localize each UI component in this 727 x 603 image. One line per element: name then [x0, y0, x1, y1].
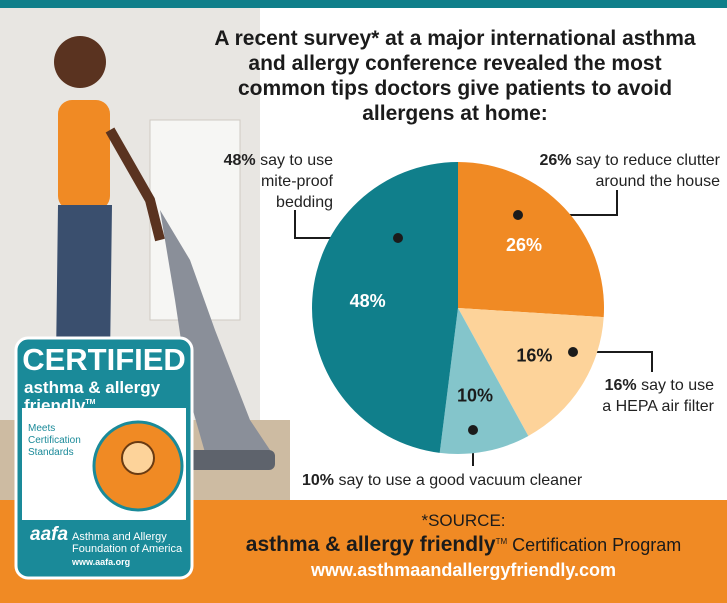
annotation: 10% say to use a good vacuum cleaner — [302, 470, 662, 491]
vacuum-head — [185, 450, 275, 470]
org-logo: aafa — [30, 524, 68, 545]
head — [54, 36, 106, 88]
badge-line: friendlyTM — [24, 396, 96, 415]
annotation: 48% say to use mite-proof bedding — [205, 150, 333, 213]
slice-label: 10% — [457, 386, 493, 406]
badge-line: asthma & allergy — [24, 378, 161, 397]
footer-tm: TM — [496, 537, 508, 546]
annotation: 16% say to use a HEPA air filter — [598, 375, 714, 417]
leader-dot — [513, 210, 523, 220]
top — [58, 100, 110, 210]
top-bar — [0, 0, 727, 8]
badge-org: Asthma and Allergy Foundation of America — [72, 531, 188, 555]
badge-headline: CERTIFIED — [22, 342, 186, 377]
slice-label: 26% — [506, 235, 542, 255]
emblem-face — [122, 442, 154, 474]
badge-meets: Meets Certification Standards — [28, 423, 88, 459]
footer-source: *SOURCE: — [200, 511, 727, 531]
pie: 26% 16% 10% 48% — [312, 162, 604, 454]
leader-dot — [568, 347, 578, 357]
badge-url: www.aafa.org — [72, 557, 188, 567]
leader-dot — [468, 425, 478, 435]
annotation-value: 48% — [224, 152, 256, 169]
leader-dot — [393, 233, 403, 243]
chart-title: A recent survey* at a major internationa… — [210, 26, 700, 126]
annotation-text: say to use a good vacuum cleaner — [338, 472, 582, 489]
badge-tm: TM — [85, 399, 95, 406]
footer-program: Certification Program — [512, 535, 681, 555]
page: 26% 16% 10% 48% CERTIFIED asthma & allergy … — [0, 0, 727, 603]
annotation-value: 16% — [605, 377, 637, 394]
slice-label: 48% — [350, 291, 386, 311]
annotation-text: say to use mite-proof bedding — [260, 152, 333, 211]
badge-line: friendly — [24, 396, 86, 415]
footer-url: www.asthmaandallergyfriendly.com — [200, 560, 727, 581]
annotation-value: 10% — [302, 472, 334, 489]
slice-label: 16% — [516, 345, 552, 365]
footer-brand-line: asthma & allergy friendlyTM Certificatio… — [200, 533, 727, 557]
annotation-text: say to reduce clutter around the house — [576, 152, 720, 190]
annotation-value: 26% — [539, 152, 571, 169]
footer-brand: asthma & allergy friendly — [246, 533, 496, 556]
annotation: 26% say to reduce clutter around the hou… — [505, 150, 720, 192]
